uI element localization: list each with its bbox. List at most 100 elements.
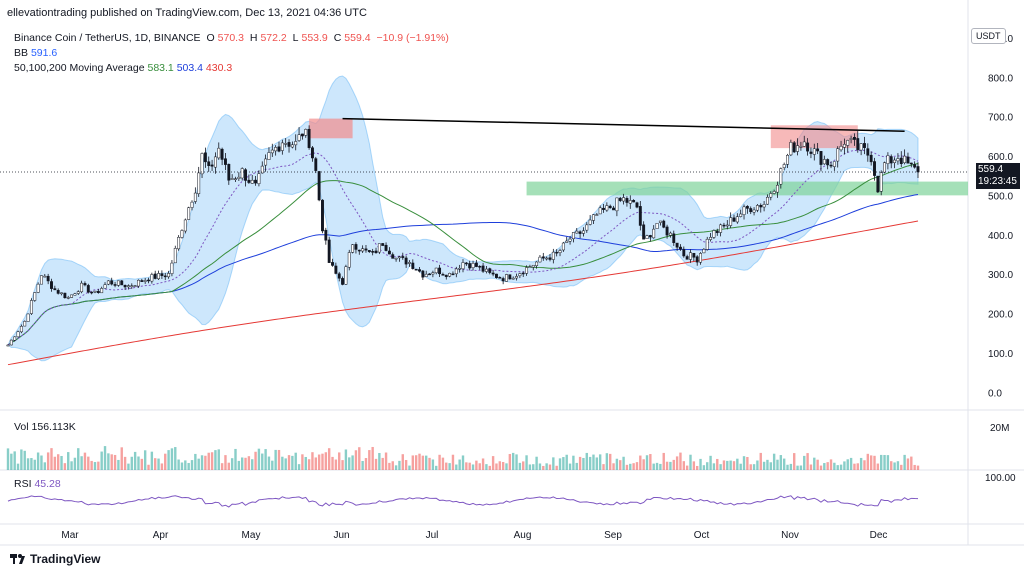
volume-bar <box>103 446 107 470</box>
candle-body <box>842 144 846 148</box>
volume-bar <box>829 459 833 470</box>
candle-body <box>347 252 351 268</box>
volume-bar <box>80 456 83 470</box>
candle-body <box>384 244 388 251</box>
candle-body <box>394 257 398 260</box>
volume-bar <box>612 463 615 470</box>
volume-bar <box>391 461 394 470</box>
candle-body <box>632 200 636 203</box>
candle-body <box>605 205 609 211</box>
volume-bar <box>796 465 799 470</box>
bb-label: BB <box>14 47 29 59</box>
volume-bar <box>177 459 180 470</box>
volume-bar <box>605 453 609 470</box>
candle-body <box>625 198 629 203</box>
candle-body <box>130 285 134 287</box>
candle-body <box>615 197 619 212</box>
y-tick-label: 800.0 <box>988 73 1013 84</box>
candle-body <box>876 175 880 193</box>
candle-body <box>73 293 77 296</box>
volume-bar <box>341 460 344 470</box>
volume-bar <box>127 463 130 470</box>
volume-legend[interactable]: Vol 156.113K <box>14 421 76 433</box>
volume-bar <box>264 449 267 470</box>
tradingview-logo[interactable]: TradingView <box>10 552 100 566</box>
candle-body <box>658 220 662 223</box>
volume-bar <box>431 459 435 470</box>
candle-body <box>113 284 117 286</box>
volume-bar <box>23 450 26 470</box>
volume-bar <box>428 457 431 470</box>
candle-body <box>371 251 375 253</box>
volume-bar <box>856 463 859 470</box>
volume-bar <box>779 455 783 470</box>
candle-body <box>488 268 492 273</box>
volume-bar <box>207 452 210 470</box>
volume-bar <box>291 455 294 470</box>
symbol-name[interactable]: Binance Coin / TetherUS, 1D, BINANCE <box>14 32 201 44</box>
volume-bar <box>689 454 692 470</box>
volume-bar <box>769 462 772 470</box>
volume-bar <box>401 454 404 470</box>
high-value: 572.2 <box>260 32 287 44</box>
volume-bar <box>722 460 726 470</box>
candle-body <box>518 273 522 277</box>
volume-bar <box>739 463 742 470</box>
volume-bar <box>893 462 896 470</box>
candle-body <box>284 143 288 145</box>
low-label: L <box>292 32 299 44</box>
candle-body <box>581 230 585 234</box>
volume-bar <box>803 455 806 470</box>
volume-bar <box>645 455 649 470</box>
volume-bar <box>501 462 505 470</box>
volume-bar <box>813 457 816 470</box>
ma-label: 50,100,200 Moving Average <box>14 62 145 74</box>
volume-bar <box>669 461 672 470</box>
bb-legend[interactable]: BB 591.6 <box>14 47 57 59</box>
candle-body <box>528 266 532 268</box>
candle-body <box>327 239 331 263</box>
ma50-value: 583.1 <box>147 62 174 74</box>
candle-body <box>839 146 843 151</box>
volume-bar <box>890 461 893 470</box>
bar-countdown: 19:23:45 <box>978 176 1017 187</box>
volume-bar <box>535 456 538 470</box>
currency-button[interactable]: USDT <box>971 28 1006 44</box>
candle-body <box>752 209 756 213</box>
open-label: O <box>206 32 215 44</box>
volume-bar <box>441 457 445 470</box>
candle-body <box>250 179 254 184</box>
candle-body <box>471 263 475 268</box>
volume-bar <box>418 453 421 470</box>
volume-bar <box>371 446 374 470</box>
volume-bar <box>793 453 796 470</box>
rsi-legend[interactable]: RSI 45.28 <box>14 478 61 490</box>
candle-body <box>337 273 341 279</box>
volume-bar <box>575 462 578 470</box>
volume-bar <box>458 459 461 470</box>
volume-bar <box>304 456 307 470</box>
volume-bar <box>488 465 491 470</box>
candle-body <box>200 153 204 175</box>
candle-body <box>886 155 890 164</box>
candle-body <box>484 268 488 272</box>
volume-bar <box>866 453 870 470</box>
candle-body <box>568 238 572 242</box>
trend-line[interactable] <box>342 117 905 132</box>
candle-body <box>913 164 917 168</box>
candle-body <box>682 249 686 257</box>
ma200-value: 430.3 <box>205 62 233 74</box>
candle-body <box>555 251 559 254</box>
volume-bar <box>424 455 428 470</box>
volume-bar <box>137 456 140 470</box>
volume-bar <box>595 457 599 470</box>
candle-body <box>709 237 713 240</box>
candle-body <box>404 257 408 265</box>
volume-bar <box>143 450 147 470</box>
candle-body <box>377 243 381 253</box>
ma-legend[interactable]: 50,100,200 Moving Average 583.1 503.4 43… <box>14 62 232 74</box>
y-tick-label: 500.0 <box>988 191 1013 202</box>
y-tick-label: 600.0 <box>988 152 1013 163</box>
x-tick-label: Sep <box>604 530 622 541</box>
